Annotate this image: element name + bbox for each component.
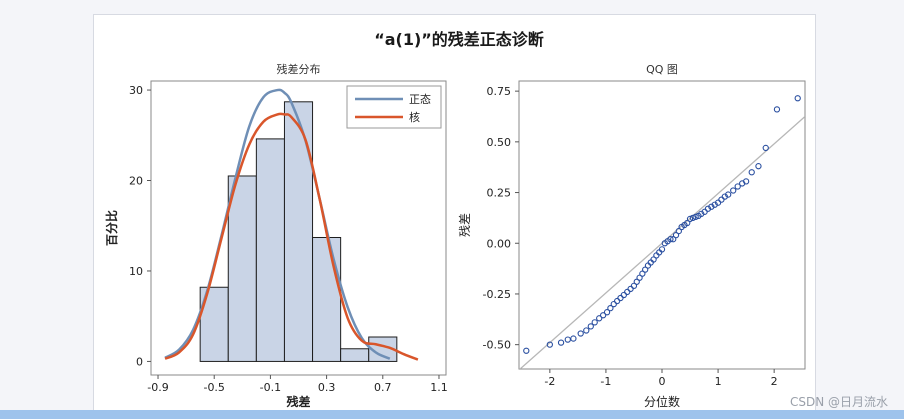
- qq-point-57: [755, 163, 762, 170]
- histogram-y-tick-label: 10: [129, 265, 143, 278]
- kernel-curve-line: [164, 112, 419, 361]
- qq-point-8: [591, 319, 598, 326]
- qq-point-60: [794, 95, 801, 102]
- histogram-bar-3: [283, 101, 314, 362]
- qq-point-22: [639, 270, 646, 277]
- qq-x-axis-label: 分位数: [644, 394, 680, 409]
- qq-plot-chart: QQ 图 -2 -1 0 1 2 -0.50 -0.25 0.00 0.25 0.50 0.75 分位数…: [458, 63, 806, 409]
- qq-y-tick-label: -0.25: [483, 288, 511, 301]
- histogram-y-axis-label: 百分比: [104, 210, 119, 246]
- qq-y-tick-label: 0.75: [487, 85, 512, 98]
- histogram-x-tick-label: -0.5: [203, 381, 224, 394]
- qq-x-tick-label: -1: [600, 375, 611, 388]
- qq-title: QQ 图: [646, 63, 678, 76]
- qq-point-38: [684, 219, 691, 227]
- histogram-bar-4: [312, 236, 342, 362]
- qq-plot-frame: [518, 80, 806, 370]
- qq-y-tick-label: 0.00: [487, 237, 512, 250]
- bottom-bar: [0, 410, 904, 419]
- qq-y-tick-label: -0.50: [483, 339, 511, 352]
- qq-point-33: [670, 236, 677, 243]
- histogram-y-tick-label: 0: [136, 355, 143, 368]
- qq-point-41: [692, 213, 699, 221]
- qq-point-56: [748, 169, 755, 176]
- qq-point-55: [742, 178, 750, 185]
- chart-panel: “a(1)”的残差正态诊断 残差分布 -0.9 -0.5 -0.1 0.3 0.7 1.1 0…: [93, 14, 816, 412]
- qq-point-19: [630, 282, 638, 289]
- qq-point-20: [633, 278, 640, 285]
- qq-point-26: [650, 256, 657, 263]
- qq-point-2: [557, 339, 565, 346]
- chart-main-title: “a(1)”的残差正态诊断: [374, 30, 544, 49]
- histogram-bar-5: [340, 348, 370, 362]
- qq-point-32: [667, 236, 674, 243]
- qq-point-53: [734, 183, 741, 190]
- qq-y-tick-label: 0.25: [487, 187, 512, 200]
- histogram-x-tick-label: 1.1: [430, 381, 448, 394]
- histogram-chart: 残差分布 -0.9 -0.5 -0.1 0.3 0.7 1.1 0 10 20 30 残差 百分比 正态核: [104, 62, 448, 409]
- qq-point-40: [689, 214, 696, 222]
- qq-point-35: [675, 227, 682, 235]
- qq-point-39: [686, 215, 694, 223]
- qq-point-34: [672, 231, 680, 239]
- qq-y-tick-label: 0.50: [487, 136, 512, 149]
- qq-point-29: [658, 246, 666, 253]
- histogram-x-tick-label: 0.7: [374, 381, 392, 394]
- qq-point-4: [570, 335, 577, 342]
- qq-x-tick-label: 2: [771, 375, 778, 388]
- watermark-text: CSDN @日月流水: [789, 395, 888, 409]
- histogram-y-tick-label: 20: [129, 175, 143, 188]
- histogram-bar-1: [227, 175, 257, 362]
- histogram-x-tick-label: -0.9: [147, 381, 168, 394]
- qq-y-axis-label: 残差: [458, 213, 472, 237]
- histogram-x-tick-label: -0.1: [260, 381, 281, 394]
- histogram-x-axis-label: 残差: [286, 394, 310, 409]
- histogram-bar-2: [255, 138, 285, 362]
- qq-point-59: [773, 106, 781, 113]
- qq-point-9: [596, 315, 603, 322]
- qq-point-58: [762, 144, 769, 152]
- qq-point-52: [730, 187, 737, 194]
- qq-point-51: [725, 191, 732, 198]
- legend-label-1: 核: [409, 110, 420, 124]
- histogram-x-tick-label: 0.3: [318, 381, 336, 394]
- qq-point-21: [636, 274, 643, 281]
- qq-point-12: [607, 305, 614, 312]
- qq-point-11: [603, 309, 611, 316]
- histogram-legend: [346, 85, 442, 129]
- histogram-title: 残差分布: [277, 62, 321, 76]
- qq-point-0: [523, 347, 530, 354]
- qq-x-tick-label: 0: [659, 375, 666, 388]
- qq-point-10: [599, 312, 607, 319]
- chart-canvas: “a(1)”的残差正态诊断 残差分布 -0.9 -0.5 -0.1 0.3 0.7 1.1 0…: [104, 30, 806, 409]
- qq-x-tick-label: 1: [715, 375, 722, 388]
- qq-point-23: [642, 266, 649, 273]
- qq-point-6: [583, 327, 590, 334]
- histogram-y-tick-label: 30: [129, 84, 143, 97]
- qq-point-3: [564, 336, 571, 343]
- qq-point-5: [577, 330, 584, 337]
- qq-point-1: [546, 341, 553, 348]
- qq-point-7: [587, 323, 594, 330]
- qq-x-tick-label: -2: [544, 375, 555, 388]
- legend-label-0: 正态: [409, 93, 431, 106]
